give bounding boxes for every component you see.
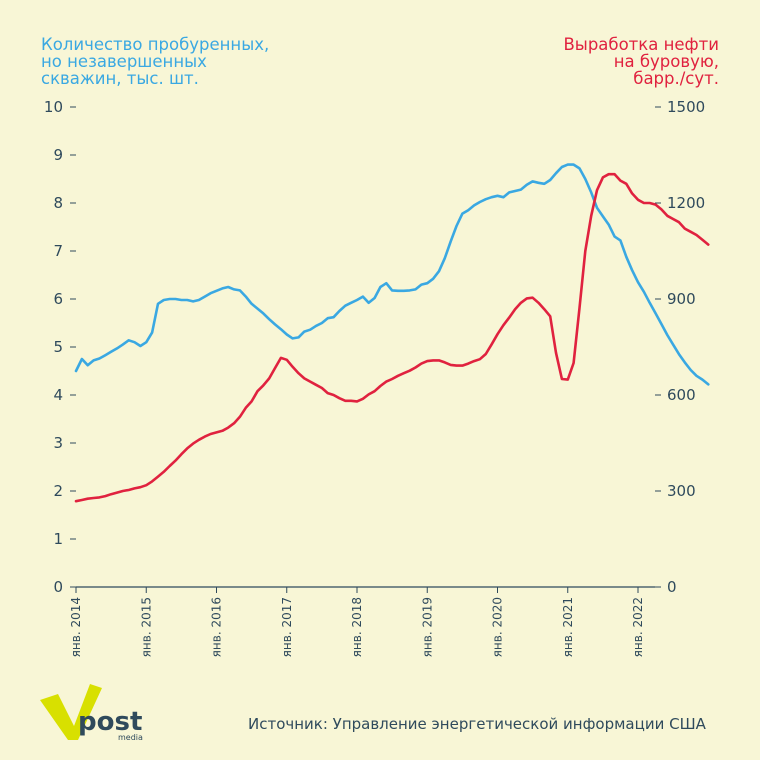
logo-text: post (78, 707, 142, 737)
x-tick-label: янв. 2014 (69, 597, 83, 657)
x-tick-label: янв. 2017 (280, 597, 294, 657)
left-axis-title: Количество пробуренных, но незавершенных… (41, 36, 301, 87)
left-y-tick-label: 6 (53, 290, 63, 308)
right-axis-title-line-2: на буровую, (613, 52, 719, 71)
left-axis-title-line-2: но незавершенных (41, 52, 207, 71)
right-y-tick-label: 300 (667, 482, 696, 500)
x-tick-label: янв. 2021 (561, 597, 575, 657)
left-y-tick-label: 5 (53, 338, 63, 356)
logo-v-shape (40, 684, 102, 740)
x-tick-label: янв. 2020 (491, 597, 505, 657)
left-y-tick-label: 8 (53, 194, 63, 212)
source-note: Источник: Управление энергетической инфо… (248, 715, 706, 733)
x-tick-label: янв. 2016 (210, 597, 224, 657)
logo-subtext: media (118, 733, 143, 742)
right-y-tick-label: 0 (667, 578, 677, 596)
chart-series (74, 163, 710, 503)
x-tick-label: янв. 2022 (631, 597, 645, 657)
left-y-tick-label: 4 (53, 386, 63, 404)
right-axis-title-line-1: Выработка нефти (563, 35, 719, 54)
right-axis-title-line-3: барр./сут. (633, 69, 719, 88)
x-tick-label: янв. 2015 (139, 597, 153, 657)
right-y-tick-label: 1200 (667, 194, 705, 212)
left-y-tick-label: 7 (53, 242, 63, 260)
left-y-tick-label: 1 (53, 530, 63, 548)
right-y-tick-label: 900 (667, 290, 696, 308)
left-y-tick-label: 3 (53, 434, 63, 452)
chart-axes: 0 1 2 3 4 5 6 7 8 9 10 0 300 600 900 1200 1500 янв. 2014 я… (44, 98, 705, 657)
left-y-tick-label: 9 (53, 146, 63, 164)
series-line-oil-per-rig (74, 172, 710, 503)
postmedia-logo: post media (40, 684, 143, 742)
left-y-tick-label: 10 (44, 98, 63, 116)
x-tick-label: янв. 2019 (420, 597, 434, 657)
right-y-tick-label: 600 (667, 386, 696, 404)
left-y-tick-label: 2 (53, 482, 63, 500)
series-line-duc-wells (74, 163, 710, 386)
right-axis-title: Выработка нефти на буровую, барр./сут. (499, 36, 719, 87)
left-axis-title-line-1: Количество пробуренных, (41, 35, 270, 54)
left-y-tick-label: 0 (53, 578, 63, 596)
x-tick-label: янв. 2018 (350, 597, 364, 657)
left-axis-title-line-3: скважин, тыс. шт. (41, 69, 199, 88)
right-y-tick-label: 1500 (667, 98, 705, 116)
